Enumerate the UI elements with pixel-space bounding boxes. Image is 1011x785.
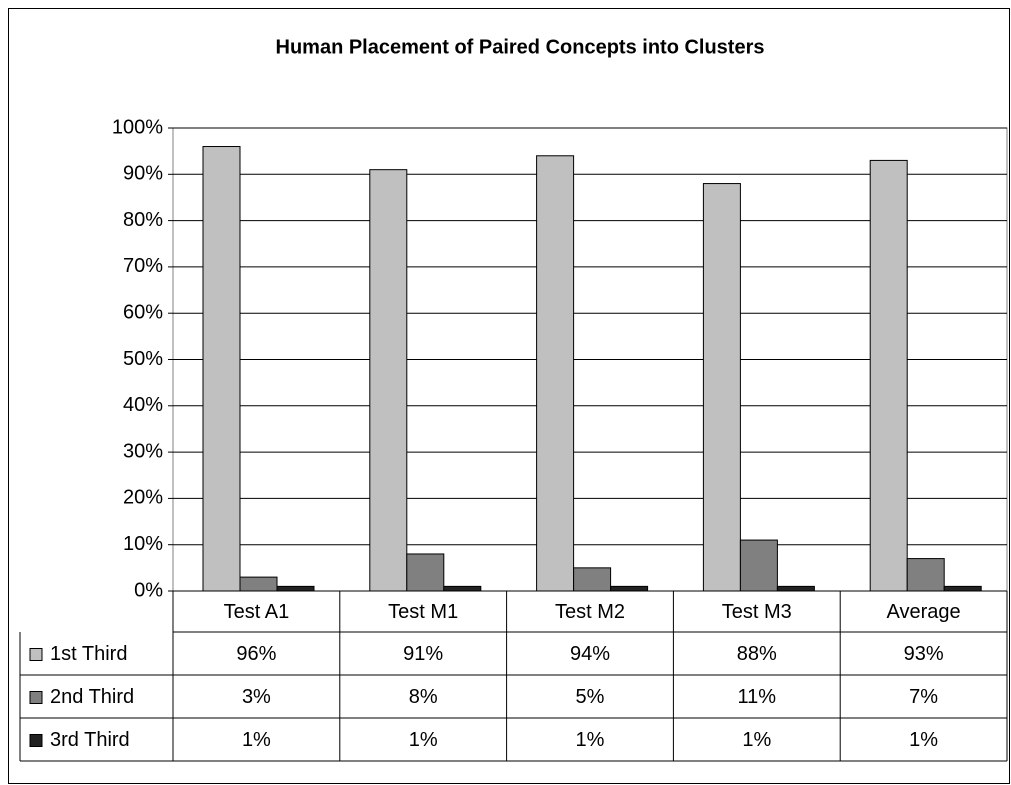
bar — [610, 585, 649, 592]
bar — [776, 585, 815, 592]
table-value: 11% — [738, 686, 777, 708]
y-tick-label: 90% — [123, 163, 163, 185]
x-tick-label: Average — [887, 601, 961, 623]
table-value: 1% — [742, 729, 771, 751]
legend-label: 2nd Third — [50, 686, 134, 708]
bar — [869, 159, 908, 592]
bar — [202, 146, 241, 592]
y-tick-label: 70% — [123, 255, 163, 277]
table-value: 94% — [570, 643, 610, 665]
bar — [276, 585, 315, 592]
legend-swatch — [29, 691, 43, 704]
x-tick-label: Test A1 — [224, 601, 290, 623]
y-tick-label: 80% — [123, 209, 163, 231]
table-value: 1% — [242, 729, 271, 751]
y-tick-label: 40% — [123, 394, 163, 416]
table-value: 88% — [737, 643, 777, 665]
bar — [369, 169, 408, 592]
y-tick-label: 0% — [134, 579, 163, 601]
x-tick-label: Test M2 — [555, 601, 625, 623]
table-value: 5% — [576, 686, 605, 708]
table-value: 91% — [403, 643, 443, 665]
bar — [702, 183, 741, 592]
bar — [739, 539, 778, 592]
table-value: 93% — [904, 643, 944, 665]
legend-swatch — [29, 648, 43, 661]
y-tick-label: 30% — [123, 440, 163, 462]
x-tick-label: Test M1 — [388, 601, 458, 623]
legend-label: 1st Third — [50, 643, 127, 665]
y-tick-label: 10% — [123, 533, 163, 555]
table-value: 1% — [576, 729, 605, 751]
y-tick-label: 60% — [123, 301, 163, 323]
bar — [573, 567, 612, 592]
bar — [906, 558, 945, 592]
table-value: 96% — [236, 643, 276, 665]
legend-swatch — [29, 734, 43, 747]
chart-title: Human Placement of Paired Concepts into … — [276, 36, 765, 58]
x-tick-label: Test M3 — [722, 601, 792, 623]
table-value: 1% — [409, 729, 438, 751]
bar — [943, 585, 982, 592]
bar — [239, 576, 278, 592]
table-value: 8% — [409, 686, 438, 708]
y-tick-label: 50% — [123, 348, 163, 370]
y-tick-label: 100% — [112, 116, 163, 138]
bar — [406, 553, 445, 592]
table-value: 3% — [242, 686, 271, 708]
table-value: 1% — [909, 729, 938, 751]
table-value: 7% — [909, 686, 938, 708]
bar — [536, 155, 575, 592]
legend-label: 3rd Third — [50, 729, 130, 751]
y-tick-label: 20% — [123, 487, 163, 509]
bar — [443, 585, 482, 592]
